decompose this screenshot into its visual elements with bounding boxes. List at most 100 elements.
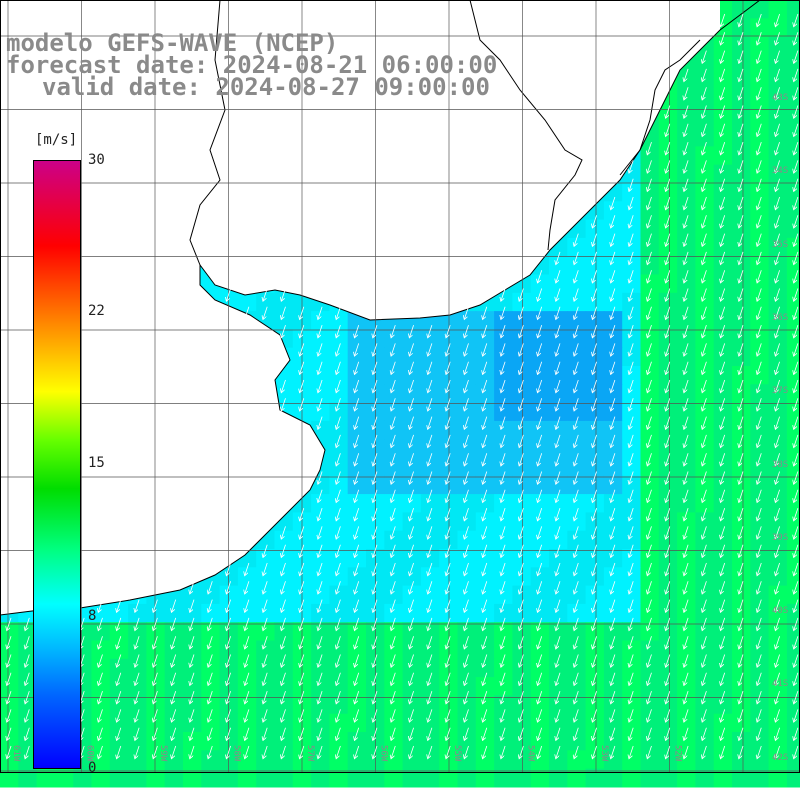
wind-arrow: [465, 654, 469, 667]
wind-arrow: [776, 471, 780, 484]
wind-arrow: [556, 361, 561, 374]
wind-arrow: [519, 709, 524, 721]
wind-cell: [183, 640, 202, 660]
wind-cell: [713, 183, 733, 202]
wind-arrow: [172, 617, 177, 630]
wind-arrow: [648, 526, 652, 538]
wind-arrow: [702, 672, 707, 685]
wind-arrow: [391, 361, 396, 374]
wind-arrow: [483, 636, 488, 648]
wind-cell: [109, 713, 129, 733]
wind-cell: [786, 713, 800, 733]
wind-arrow: [776, 636, 780, 648]
wind-cell: [567, 256, 587, 276]
wind-arrow: [282, 745, 286, 758]
wind-cell: [768, 183, 788, 202]
wind-cell: [420, 658, 440, 678]
wind-cell: [732, 530, 751, 550]
wind-cell: [457, 658, 477, 678]
wind-arrow: [263, 672, 268, 685]
wind-arrow: [757, 379, 762, 392]
wind-arrow: [483, 471, 488, 484]
wind-cell: [494, 384, 513, 404]
wind-cell: [750, 36, 770, 56]
wind-arrow: [593, 251, 597, 264]
wind-cell: [219, 603, 239, 623]
wind-cell: [457, 622, 477, 642]
wind-arrow: [757, 233, 762, 246]
wind-cell: [732, 439, 751, 459]
wind-arrow: [519, 636, 524, 648]
wind-arrow: [519, 599, 524, 612]
wind-cell: [0, 768, 19, 788]
wind-arrow: [666, 324, 671, 337]
wind-arrow: [721, 453, 726, 465]
wind-arrow: [25, 690, 30, 703]
wind-cell: [567, 439, 587, 459]
lagoon-coast: [619, 39, 701, 176]
wind-arrow: [757, 690, 762, 703]
wind-cell: [640, 713, 660, 733]
wind-arrow: [355, 453, 360, 465]
wind-cell: [622, 768, 642, 788]
wind-cell: [768, 292, 788, 312]
wind-arrow: [593, 288, 597, 301]
wind-arrow: [538, 709, 543, 721]
wind-cell: [677, 549, 696, 568]
wind-cell: [732, 274, 751, 294]
wind-cell: [494, 622, 513, 642]
wind-cell: [384, 677, 404, 696]
wind-arrow: [336, 690, 341, 703]
wind-arrow: [794, 105, 799, 118]
wind-arrow: [428, 416, 433, 429]
wind-arrow: [757, 581, 762, 593]
wind-cell: [164, 658, 184, 678]
wind-arrow: [593, 215, 597, 227]
wind-cell: [183, 732, 202, 751]
wind-arrow: [391, 727, 396, 740]
wind-arrow: [757, 471, 762, 484]
wind-cell: [274, 384, 294, 404]
wind-cell: [658, 585, 678, 605]
wind-arrow: [391, 489, 396, 502]
wind-arrow: [318, 617, 323, 630]
wind-cell: [457, 475, 477, 495]
wind-arrow: [245, 306, 250, 319]
wind-cell: [402, 658, 422, 678]
wind-cell: [695, 91, 715, 111]
wind-cell: [164, 603, 184, 623]
wind-arrow: [702, 379, 707, 392]
wind-cell: [109, 658, 129, 678]
wind-arrow: [721, 141, 726, 154]
wind-arrow: [483, 306, 488, 319]
wind-arrow: [629, 324, 634, 337]
wind-cell: [164, 732, 184, 751]
wind-arrow: [465, 471, 469, 484]
wind-arrow: [7, 654, 12, 667]
wind-cell: [640, 732, 660, 751]
wind-arrow: [391, 690, 396, 703]
wind-arrow: [99, 672, 103, 685]
wind-arrow: [684, 233, 689, 246]
wind-arrow: [135, 745, 140, 758]
wind-arrow: [428, 398, 433, 410]
wind-cell: [603, 713, 623, 733]
wind-arrow: [574, 233, 579, 246]
wind-cell: [457, 603, 477, 623]
wind-cell: [603, 494, 623, 513]
wind-arrow: [666, 709, 671, 721]
wind-arrow: [611, 343, 616, 355]
wind-arrow: [25, 617, 30, 630]
wind-cell: [585, 237, 605, 257]
wind-cell: [311, 347, 330, 367]
wind-cell: [329, 567, 349, 587]
wind-cell: [732, 603, 751, 623]
wind-arrow: [7, 727, 12, 740]
wind-arrow: [410, 361, 414, 374]
wind-cell: [329, 732, 349, 751]
wind-cell: [567, 237, 587, 257]
wind-cell: [677, 347, 696, 367]
wind-cell: [713, 73, 733, 93]
wind-cell: [677, 256, 696, 276]
wind-cell: [713, 256, 733, 276]
